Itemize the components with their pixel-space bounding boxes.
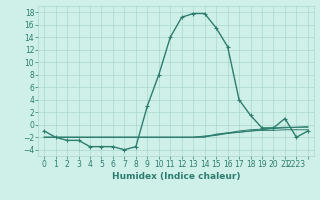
X-axis label: Humidex (Indice chaleur): Humidex (Indice chaleur) [112, 172, 240, 181]
